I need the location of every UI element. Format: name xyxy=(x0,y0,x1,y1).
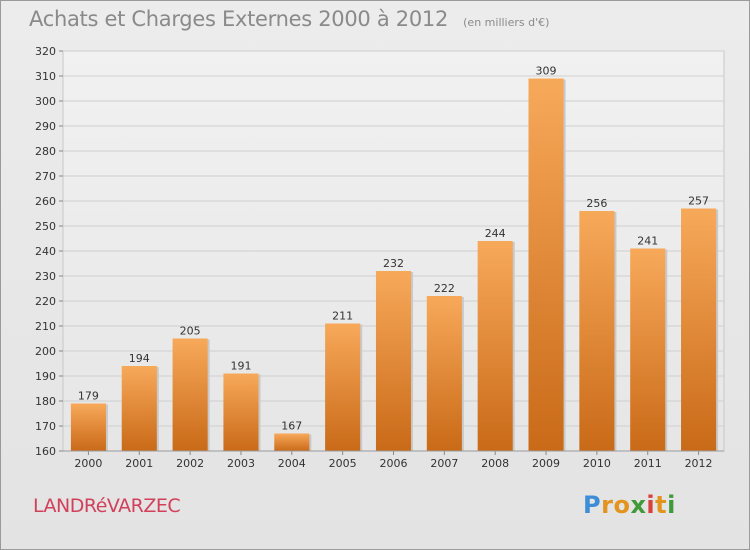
x-axis: 2000 2001 2002 2003 2004 2005 2006 2007 2008 2009… xyxy=(63,450,724,470)
bar-value-label: 232 xyxy=(383,257,404,270)
y-tick-label: 250 xyxy=(35,220,56,233)
chart-subtitle: (en milliers d'€) xyxy=(463,16,550,29)
y-tick-label: 320 xyxy=(35,45,56,58)
bar-2003 xyxy=(223,373,259,451)
commune-name: LANDRéVARZEC xyxy=(33,495,181,517)
x-tick-label: 2011 xyxy=(634,457,662,470)
x-tick-label: 2004 xyxy=(278,457,306,470)
logo-letter: t xyxy=(655,491,668,519)
bar-2006 xyxy=(375,271,412,451)
bar-2002 xyxy=(172,338,208,451)
title-block: Achats et Charges Externes 2000 à 2012 (… xyxy=(29,7,549,31)
chart-title: Achats et Charges Externes 2000 à 2012 xyxy=(29,7,449,31)
y-tick-label: 210 xyxy=(35,320,56,333)
logo-letter: x xyxy=(630,491,647,519)
logo-letter: r xyxy=(601,491,614,519)
bar-value-label: 211 xyxy=(332,310,353,323)
y-tick-label: 270 xyxy=(35,170,56,183)
y-tick-label: 190 xyxy=(35,370,56,383)
y-axis: 160 170 180 190 200 210 220 230 240 250 260 270 280 2… xyxy=(35,45,63,458)
bar-2010 xyxy=(579,211,615,451)
bar-value-label: 194 xyxy=(129,352,150,365)
x-tick-label: 2007 xyxy=(430,457,458,470)
y-tick-label: 220 xyxy=(35,295,56,308)
bar-value-label: 241 xyxy=(637,235,658,248)
y-tick-label: 200 xyxy=(35,345,56,358)
bar-value-label: 191 xyxy=(230,360,251,373)
x-tick-label: 2005 xyxy=(329,457,357,470)
x-tick-label: 2010 xyxy=(583,457,611,470)
y-tick-label: 290 xyxy=(35,120,56,133)
bar-2012 xyxy=(681,208,717,451)
y-tick-label: 240 xyxy=(35,245,56,258)
x-tick-label: 2002 xyxy=(176,457,204,470)
logo-letter: P xyxy=(583,491,602,519)
y-tick-label: 230 xyxy=(35,270,56,283)
y-tick-label: 280 xyxy=(35,145,56,158)
bar-2001 xyxy=(121,366,157,451)
y-tick-label: 180 xyxy=(35,395,56,408)
bar-value-label: 167 xyxy=(281,420,302,433)
bar-value-label: 222 xyxy=(434,282,455,295)
logo-letter: i xyxy=(646,491,656,519)
bar-2011 xyxy=(630,248,666,451)
bar-2004 xyxy=(274,433,310,451)
bar-2008 xyxy=(477,241,513,451)
y-tick-label: 170 xyxy=(35,420,56,433)
bar-value-label: 309 xyxy=(536,65,557,78)
x-tick-label: 2012 xyxy=(685,457,713,470)
x-tick-label: 2001 xyxy=(125,457,153,470)
logo-letter: i xyxy=(667,491,676,519)
x-tick-label: 2008 xyxy=(481,457,509,470)
y-tick-label: 300 xyxy=(35,95,56,108)
x-tick-label: 2006 xyxy=(380,457,408,470)
x-tick-label: 2003 xyxy=(227,457,255,470)
bar-value-label: 205 xyxy=(180,325,201,338)
y-tick-label: 260 xyxy=(35,195,56,208)
x-tick-label: 2009 xyxy=(532,457,560,470)
bar-2000 xyxy=(70,403,106,451)
y-tick-label: 310 xyxy=(35,70,56,83)
bar-value-label: 244 xyxy=(485,227,506,240)
bar-value-label: 256 xyxy=(586,197,607,210)
bar-2005 xyxy=(325,323,361,451)
y-tick-label: 160 xyxy=(35,445,56,458)
bar-value-label: 257 xyxy=(688,195,709,208)
bars: 179 194 205 191 167 211 232 222 244 309 256 241 257 xyxy=(70,65,719,451)
x-tick-label: 2000 xyxy=(74,457,102,470)
bar-2009 xyxy=(528,78,564,451)
logo-letter: o xyxy=(613,491,631,519)
bar-2007 xyxy=(426,296,462,451)
bar-value-label: 179 xyxy=(78,390,99,403)
proxiti-logo: Proxiti xyxy=(583,491,676,519)
